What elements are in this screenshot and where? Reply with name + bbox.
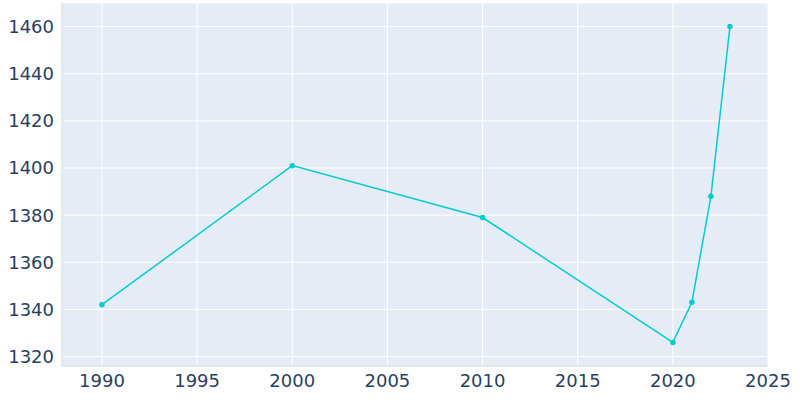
svg-text:1320: 1320	[8, 346, 54, 367]
svg-text:1460: 1460	[8, 16, 54, 37]
svg-text:2015: 2015	[555, 370, 601, 391]
svg-text:2025: 2025	[745, 370, 791, 391]
svg-text:2010: 2010	[460, 370, 506, 391]
svg-text:1380: 1380	[8, 205, 54, 226]
svg-text:2020: 2020	[650, 370, 696, 391]
svg-text:2000: 2000	[269, 370, 315, 391]
svg-text:1340: 1340	[8, 299, 54, 320]
svg-text:1360: 1360	[8, 252, 54, 273]
svg-text:2005: 2005	[365, 370, 411, 391]
svg-text:1990: 1990	[79, 370, 125, 391]
svg-text:1995: 1995	[174, 370, 220, 391]
svg-text:1400: 1400	[8, 157, 54, 178]
svg-text:1420: 1420	[8, 110, 54, 131]
svg-text:1440: 1440	[8, 63, 54, 84]
